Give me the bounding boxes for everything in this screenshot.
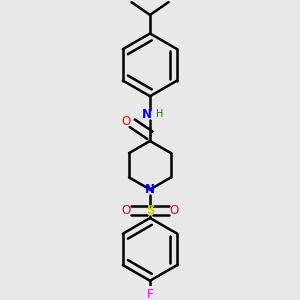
Text: F: F — [147, 288, 153, 300]
Text: H: H — [156, 109, 164, 118]
Text: S: S — [146, 204, 154, 218]
Text: N: N — [145, 183, 155, 196]
Text: O: O — [122, 115, 131, 128]
Text: O: O — [122, 204, 131, 218]
Text: O: O — [169, 204, 178, 218]
Text: N: N — [142, 108, 152, 121]
